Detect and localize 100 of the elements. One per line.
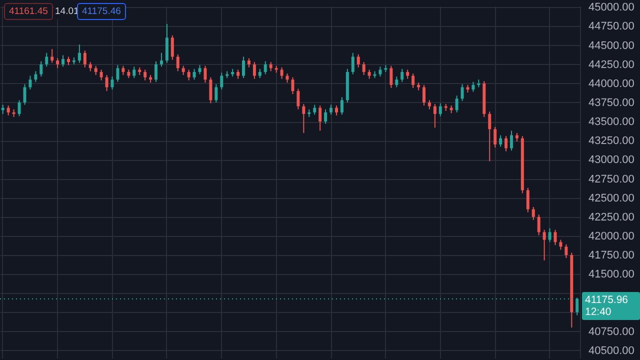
candlestick [334, 105, 338, 116]
candlestick [532, 206, 535, 220]
candlestick [460, 84, 464, 102]
candlestick [559, 239, 562, 250]
candlestick [165, 23, 168, 64]
candlestick [291, 76, 294, 95]
candlestick [110, 76, 114, 90]
candlestick [296, 88, 300, 110]
y-tick-label: 43500.00 [588, 116, 634, 128]
candlestick [406, 69, 410, 80]
candlestick [324, 108, 328, 124]
candlestick [542, 229, 546, 261]
candlestick [62, 54, 65, 68]
candlestick [422, 84, 426, 106]
candlestick [105, 74, 108, 92]
y-tick-label: 43250.00 [588, 135, 634, 148]
candlestick [154, 60, 158, 82]
candlestick [214, 84, 218, 103]
candlestick [34, 70, 38, 82]
candlestick [280, 66, 284, 80]
y-tick-label: 44750.00 [588, 20, 634, 33]
candlestick [160, 52, 163, 68]
candlestick [50, 48, 54, 64]
candlestick [488, 111, 492, 162]
y-tick-label: 44500.00 [588, 40, 634, 52]
y-tick-label: 40500.00 [588, 344, 634, 357]
candlestick [122, 65, 125, 76]
candlestick [78, 44, 81, 64]
candlestick [83, 50, 86, 68]
candlestick [412, 73, 415, 88]
candlestick [428, 100, 431, 110]
candlestick [176, 54, 180, 72]
candlestick [28, 75, 32, 90]
y-tick-label: 43000.00 [588, 154, 634, 166]
candlestick [247, 58, 250, 68]
candlestick [472, 81, 475, 92]
candlestick [192, 68, 196, 80]
candlestick [204, 65, 207, 84]
y-tick-label: 45000.00 [588, 2, 634, 14]
candlestick [455, 95, 458, 113]
candlestick [258, 68, 262, 79]
candlestick [252, 62, 256, 80]
candlestick [94, 65, 98, 76]
y-tick-label: 42000.00 [588, 230, 634, 242]
candlestick [318, 105, 322, 132]
candlestick [23, 84, 26, 106]
candlestick [537, 214, 540, 236]
candlestick [56, 58, 60, 69]
candlestick [220, 72, 224, 90]
candlestick [187, 69, 190, 81]
annotation: 14.01 [54, 4, 80, 19]
y-tick-label: 41750.00 [588, 250, 634, 262]
text: 12:40 [585, 306, 612, 318]
candlestick [368, 69, 371, 80]
candlestick [499, 134, 502, 148]
candlestick [18, 100, 21, 117]
candlestick [269, 62, 272, 72]
y-tick-label: 44000.00 [588, 78, 634, 90]
candlestick [504, 136, 508, 152]
candlestick [236, 69, 240, 80]
y-tick-label: 40750.00 [588, 326, 634, 338]
candlestick [6, 105, 10, 116]
candlestick [548, 228, 552, 243]
candlestick [351, 52, 354, 75]
candlestick [330, 104, 333, 116]
candlestick [144, 69, 147, 81]
candlestick [494, 126, 497, 148]
candlestick [438, 102, 442, 117]
candlestick [302, 104, 306, 134]
candlestick [45, 52, 48, 68]
candlestick [378, 66, 382, 78]
candlestick [554, 229, 557, 246]
y-tick-label: 44250.00 [588, 58, 634, 71]
candlestick [182, 65, 185, 76]
candlestick [170, 34, 174, 60]
candlestick [433, 104, 436, 128]
candlestick [242, 56, 246, 79]
candlestick [132, 66, 136, 79]
candlestick [390, 65, 393, 88]
candlestick [209, 76, 212, 104]
candlestick [564, 244, 568, 259]
candlestick [526, 187, 530, 213]
candlestick [100, 69, 103, 81]
candlestick [40, 60, 43, 78]
y-tick-label: 43750.00 [588, 96, 634, 109]
ref-line-label: 41175.96 [585, 294, 630, 306]
candlestick [313, 104, 316, 116]
y-tick-label: 42500.00 [588, 192, 634, 204]
candlestick [286, 73, 289, 84]
candlestick [340, 96, 344, 116]
candlestick [264, 60, 267, 75]
candlestick [400, 68, 404, 82]
candlestick [116, 64, 120, 82]
candlestick [356, 54, 360, 68]
y-tick-label: 42250.00 [588, 211, 634, 224]
y-tick-label: 41500.00 [588, 268, 634, 281]
y-tick-label: 42750.00 [588, 173, 634, 186]
candlestick [510, 130, 513, 152]
candlestick [198, 64, 202, 75]
candlestick [88, 62, 92, 72]
